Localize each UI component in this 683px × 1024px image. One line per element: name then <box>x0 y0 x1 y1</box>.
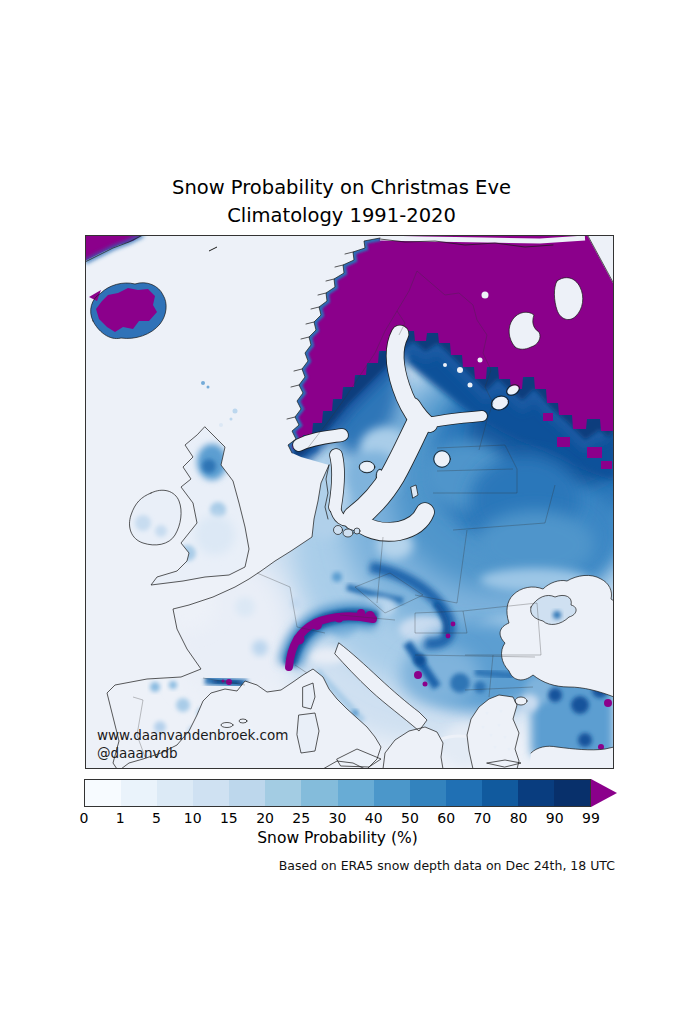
colorbar-segment <box>482 780 518 806</box>
colorbar-segment <box>301 780 337 806</box>
colorbar-tick-label: 40 <box>365 810 383 826</box>
colorbar-segment <box>554 780 590 806</box>
colorbar-tick-label: 15 <box>220 810 238 826</box>
colorbar-label: Snow Probability (%) <box>84 829 591 847</box>
colorbar-segment <box>338 780 374 806</box>
colorbar-segment <box>374 780 410 806</box>
figure: Snow Probability on Christmas Eve Climat… <box>0 0 683 1024</box>
chart-title: Snow Probability on Christmas Eve Climat… <box>0 174 683 230</box>
colorbar-segment <box>121 780 157 806</box>
colorbar-tick-label: 80 <box>510 810 528 826</box>
colorbar-tick-label: 5 <box>152 810 161 826</box>
title-line1: Snow Probability on Christmas Eve <box>0 174 683 202</box>
colorbar-tick-label: 50 <box>401 810 419 826</box>
colorbar-tick-label: 60 <box>437 810 455 826</box>
colorbar-segment <box>410 780 446 806</box>
colorbar-tick-label: 30 <box>329 810 347 826</box>
colorbar-tick-label: 20 <box>256 810 274 826</box>
watermark-url: www.daanvandenbroek.com <box>97 726 288 744</box>
title-line2: Climatology 1991-2020 <box>0 202 683 230</box>
colorbar-segment <box>85 780 121 806</box>
colorbar <box>84 779 591 807</box>
colorbar-tick-label: 1 <box>116 810 125 826</box>
colorbar-ticks: 015101520253040506070809099 <box>84 810 591 828</box>
watermark-handle: @daaanvdb <box>97 744 288 762</box>
colorbar-segment <box>265 780 301 806</box>
colorbar-tick-label: 70 <box>473 810 491 826</box>
colorbar-tick-label: 99 <box>582 810 600 826</box>
watermark: www.daanvandenbroek.com @daaanvdb <box>97 726 288 762</box>
colorbar-segment <box>229 780 265 806</box>
attribution-text: Based on ERA5 snow depth data on Dec 24t… <box>0 858 615 873</box>
colorbar-overflow-arrow <box>591 779 617 807</box>
colorbar-tick-label: 90 <box>546 810 564 826</box>
colorbar-tick-label: 0 <box>80 810 89 826</box>
colorbar-tick-label: 10 <box>184 810 202 826</box>
map-area <box>85 235 614 769</box>
colorbar-segment <box>157 780 193 806</box>
colorbar-tick-label: 25 <box>292 810 310 826</box>
colorbar-segment <box>193 780 229 806</box>
colorbar-segment <box>518 780 554 806</box>
colorbar-segment <box>446 780 482 806</box>
